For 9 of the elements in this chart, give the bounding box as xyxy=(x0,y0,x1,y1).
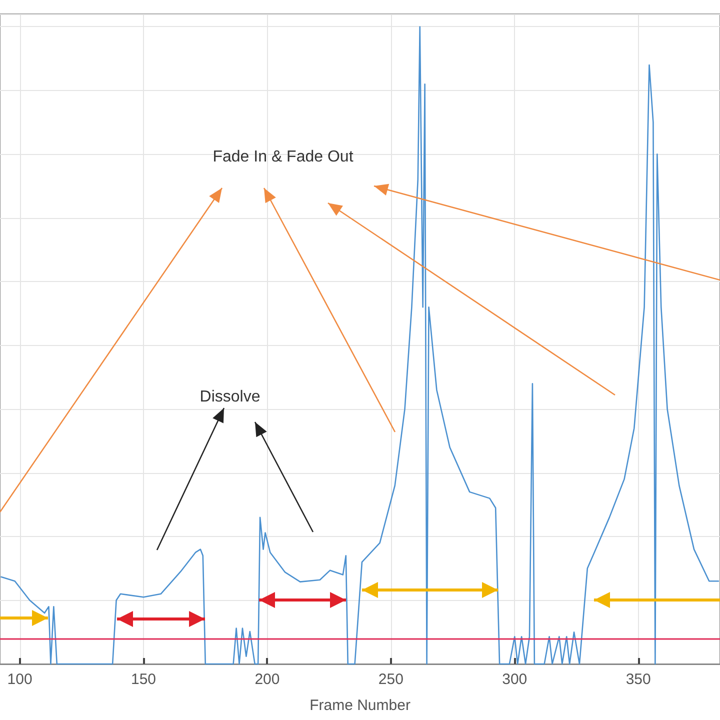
x-tick-label: 200 xyxy=(254,671,280,688)
x-tick-label: 250 xyxy=(378,671,404,688)
x-tick-label: 300 xyxy=(502,671,528,688)
annotation: Fade In & Fade Out xyxy=(212,148,354,166)
x-axis-title: Frame Number xyxy=(310,697,410,714)
annotation: Dissolve xyxy=(200,388,260,406)
x-tick-label: 100 xyxy=(7,671,32,688)
x-tick-label: 350 xyxy=(626,671,651,688)
x-tick-label: 150 xyxy=(130,671,156,688)
